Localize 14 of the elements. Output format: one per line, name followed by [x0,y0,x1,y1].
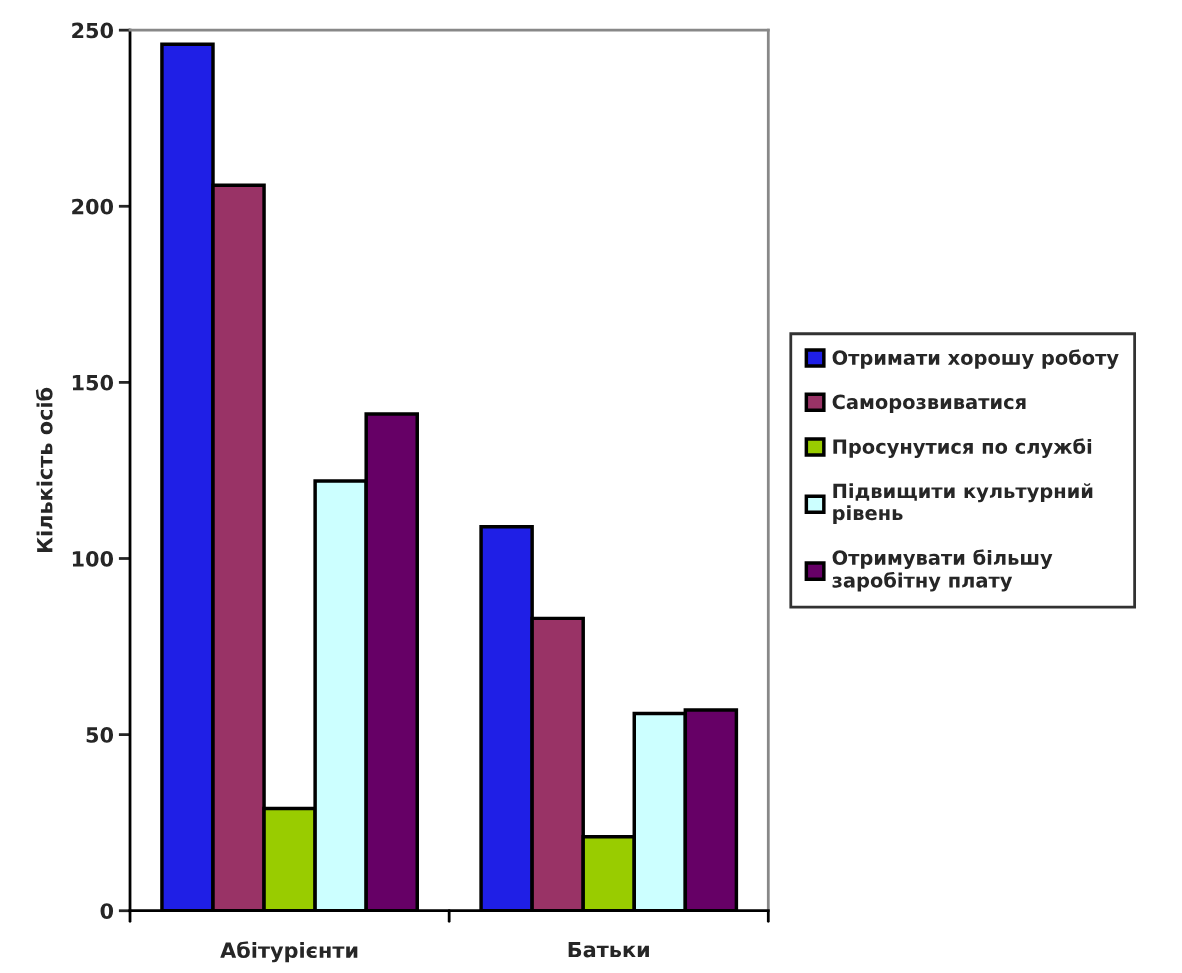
y-tick-label: 200 [72,198,114,215]
y-tick-label: 50 [86,727,114,743]
y-axis-title: Кількість осіб [35,387,53,553]
x-tick-label: Батьки [568,941,649,958]
legend-label: Просунутися по службі [833,438,1092,458]
x-tick-label: Абітурієнти [220,941,358,963]
legend-label: Саморозвиватися [832,394,1026,414]
legend-label: Отримати хорошу роботу [832,349,1119,369]
y-tick-label: 250 [72,22,114,39]
y-tick-label: 150 [72,374,114,391]
legend-label: Підвищити культурний рівень [833,483,1093,525]
legend-label: Отримувати більшу заробітну плату [832,549,1053,592]
y-tick-label: 100 [72,550,114,567]
y-tick-label: 0 [100,903,114,919]
